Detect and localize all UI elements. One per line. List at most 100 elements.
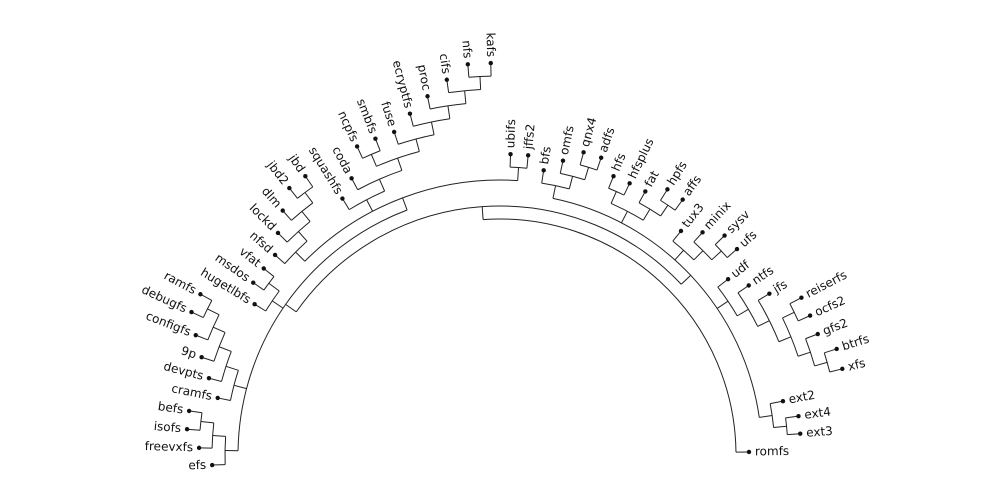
leaf-node xyxy=(560,158,566,163)
leaf-label: configfs xyxy=(144,309,193,339)
branch-link xyxy=(212,435,226,437)
branch-link xyxy=(584,167,590,180)
branch-link xyxy=(759,415,773,418)
branch-arc xyxy=(560,172,585,181)
leaf-node xyxy=(196,445,202,451)
leaf-node xyxy=(627,181,632,186)
branch-arc xyxy=(265,290,280,312)
leaf-label: ecryptfs xyxy=(390,59,416,110)
leaf-node xyxy=(186,408,192,414)
leaf-label: nfs xyxy=(459,40,474,59)
leaf-node xyxy=(541,168,546,173)
branch-link xyxy=(773,425,787,429)
leaf-node xyxy=(598,155,604,160)
branch-arc xyxy=(660,199,676,211)
branch-link xyxy=(233,384,247,390)
branch-link xyxy=(757,320,770,327)
branch-arc xyxy=(608,187,625,196)
leaf-label: xfs xyxy=(846,356,866,374)
branch-link xyxy=(782,311,795,319)
leaf-label: ocfs2 xyxy=(813,293,848,319)
leaf-node xyxy=(734,246,740,252)
branch-arc xyxy=(224,436,227,465)
leaf-node xyxy=(508,151,513,157)
leaf-node xyxy=(725,276,731,282)
leaf-node xyxy=(199,355,204,360)
leaf-node xyxy=(287,185,292,191)
branch-link xyxy=(297,231,308,242)
leaf-node xyxy=(680,197,685,202)
leaf-node xyxy=(799,295,804,300)
leaf-node xyxy=(425,94,430,99)
leaf-node xyxy=(209,462,215,468)
leaf-label: proc xyxy=(415,63,434,91)
leaf-label: gfs2 xyxy=(821,316,850,338)
leaf-node xyxy=(796,413,801,419)
leaf-node xyxy=(198,292,203,297)
leaf-node xyxy=(407,111,413,116)
branch-link xyxy=(285,303,297,313)
leaf-node xyxy=(272,252,278,258)
branch-link xyxy=(402,197,408,211)
branch-link xyxy=(295,251,306,262)
leaf-label: ufs xyxy=(737,228,760,250)
leaf-label: cramfs xyxy=(170,381,213,403)
leaf-label: hfs xyxy=(609,151,629,173)
leaf-node xyxy=(354,144,360,149)
branch-link xyxy=(479,76,482,90)
leaf-label: ext3 xyxy=(806,424,834,440)
branch-arc xyxy=(823,352,831,373)
leaf-node xyxy=(780,398,786,404)
branch-link xyxy=(711,250,722,261)
leaf-node xyxy=(665,187,670,192)
leaf-node xyxy=(767,291,772,296)
leaf-label: isofs xyxy=(153,419,181,435)
branch-link xyxy=(225,365,239,371)
branch-link xyxy=(778,336,792,343)
branch-arc xyxy=(297,186,314,199)
leaf-node xyxy=(261,266,266,271)
branch-link xyxy=(797,351,811,357)
leaf-label: ext2 xyxy=(787,388,816,407)
branch-arc xyxy=(672,240,695,261)
branch-arc xyxy=(263,276,275,291)
leaf-node xyxy=(206,375,212,381)
branch-arc xyxy=(295,205,682,313)
leaf-node xyxy=(798,431,803,436)
leaf-node xyxy=(525,153,531,158)
leaf-node xyxy=(184,426,190,432)
leaf-label: cifs xyxy=(437,53,454,75)
leaf-label: kafs xyxy=(484,32,499,57)
branch-link xyxy=(464,90,467,104)
leaf-node xyxy=(215,395,220,401)
leaf-node xyxy=(678,228,684,234)
leaf-node xyxy=(275,230,281,236)
branch-link xyxy=(736,308,749,317)
branch-link xyxy=(301,211,311,222)
branch-arc xyxy=(348,190,385,211)
branch-arc xyxy=(229,370,239,401)
leaf-node xyxy=(746,449,752,455)
branch-link xyxy=(693,250,704,261)
branch-arc xyxy=(213,332,226,362)
branch-arc xyxy=(237,209,408,451)
leaf-node xyxy=(611,174,616,179)
branch-link xyxy=(397,157,403,171)
branch-arc xyxy=(638,202,661,217)
branch-link xyxy=(620,211,628,224)
leaf-node xyxy=(391,129,397,135)
leaf-node xyxy=(807,313,813,318)
leaf-node xyxy=(815,331,820,337)
branch-link xyxy=(552,185,557,199)
leaf-label: devpts xyxy=(162,359,205,383)
branch-link xyxy=(568,176,574,190)
branch-arc xyxy=(483,218,737,453)
branch-arc xyxy=(552,197,760,418)
leaf-node xyxy=(340,196,345,201)
leaf-label: fuse xyxy=(378,100,399,129)
branch-arc xyxy=(221,351,232,382)
leaf-label: befs xyxy=(157,399,184,416)
leaf-label: bfs xyxy=(537,145,554,165)
leaf-label: ext4 xyxy=(803,405,831,422)
leaf-label: romfs xyxy=(755,444,789,458)
